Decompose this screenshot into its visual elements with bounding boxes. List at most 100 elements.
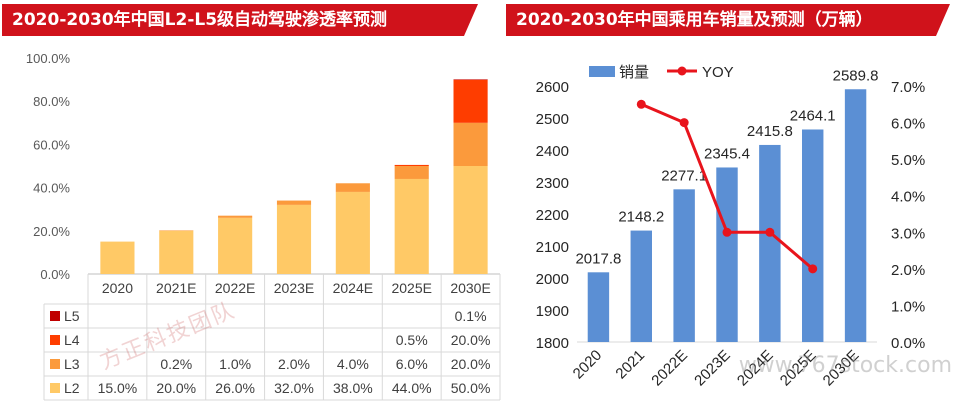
table-cell: 6.0% [396, 356, 428, 372]
bar-data-label: 2589.8 [833, 67, 879, 84]
y2-tick-label: 7.0% [891, 79, 925, 96]
sales-bar [759, 144, 781, 342]
bar-segment-l2 [394, 178, 429, 274]
y-tick-label: 20.0% [33, 224, 70, 239]
yoy-point [808, 264, 818, 274]
bar-segment-l4 [453, 79, 488, 123]
legend-swatch-l5 [50, 311, 60, 321]
y-tick-label: 2300 [536, 175, 569, 192]
y2-tick-label: 5.0% [891, 152, 925, 169]
bar-segment-l2 [100, 241, 135, 274]
sales-bar [587, 272, 610, 342]
watermark-right: www.767stock.com [738, 353, 952, 378]
y-tick-label: 2500 [536, 111, 569, 128]
bar-segment-l4 [394, 164, 429, 166]
legend-marker-yoy [677, 66, 687, 76]
table-cell: 4.0% [337, 356, 369, 372]
sales-bar [716, 167, 738, 342]
legend-swatch-l4 [50, 335, 60, 345]
table-cell: 2.0% [278, 356, 310, 372]
y-tick-label: 2600 [536, 79, 569, 96]
bar-segment-l2 [276, 204, 312, 274]
sales-bar [844, 89, 867, 342]
left-stacked-bar-chart: 0.0% 20.0% 40.0% 60.0% 80.0% 100.0% 2020 2021E 2… [26, 51, 501, 401]
sales-bar [802, 129, 824, 342]
x-tick-label: 2030E [450, 280, 490, 296]
table-cell: 50.0% [451, 380, 491, 396]
bar-data-label: 2345.4 [704, 145, 750, 162]
y-tick-label: 2000 [536, 271, 569, 288]
x-tick-label: 2023E [691, 347, 734, 390]
bar-segment-l5 [453, 79, 488, 80]
table-cell: 20.0% [156, 380, 196, 396]
y2-tick-label: 1.0% [891, 298, 925, 315]
legend-swatch-sales [589, 66, 615, 77]
bar-data-label: 2277.1 [661, 167, 707, 184]
table-cell: 0.5% [396, 332, 428, 348]
legend-label-l5: L5 [64, 308, 80, 324]
y2-tick-label: 4.0% [891, 189, 925, 206]
legend-label-l3: L3 [64, 356, 80, 372]
sales-bar [630, 230, 652, 342]
x-tick-label: 2020 [102, 280, 133, 296]
x-tick-label: 2020 [570, 347, 606, 383]
legend-swatch-l2 [50, 383, 60, 393]
legend-label-l2: L2 [64, 380, 80, 396]
y-tick-label: 1900 [536, 303, 569, 320]
y2-tick-label: 0.0% [891, 335, 925, 352]
x-tick-label: 2022E [648, 347, 691, 390]
legend-label-yoy: YOY [702, 64, 734, 81]
bar-data-label: 2464.1 [790, 107, 836, 124]
table-cell: 0.1% [455, 308, 487, 324]
x-tick-label: 2021E [156, 280, 196, 296]
bar-segment-l2 [335, 191, 370, 274]
legend-label-l4: L4 [64, 332, 80, 348]
yoy-point [636, 99, 646, 109]
table-cell: 15.0% [98, 380, 138, 396]
x-tick-label: 2023E [274, 280, 314, 296]
table-cell: 20.0% [451, 356, 491, 372]
table-cell: 1.0% [219, 356, 251, 372]
x-tick-label: 2024E [333, 280, 373, 296]
bar-segment-l3 [218, 215, 253, 218]
legend-swatch-l3 [50, 359, 60, 369]
bar-segment-l3 [335, 183, 370, 192]
bar-segment-l3 [453, 122, 488, 166]
y-tick-label: 2200 [536, 207, 569, 224]
y-tick-label: 2100 [536, 239, 569, 256]
table-cell: 20.0% [451, 332, 491, 348]
bar-data-label: 2148.2 [618, 209, 664, 226]
bar-segment-l2 [453, 166, 488, 274]
table-cell: 26.0% [215, 380, 255, 396]
y-tick-label: 60.0% [33, 137, 70, 152]
bar-segment-l3 [394, 166, 429, 179]
bar-segment-l2 [159, 230, 194, 274]
table-cell: 38.0% [333, 380, 373, 396]
yoy-point [765, 227, 775, 237]
y2-tick-label: 6.0% [891, 116, 925, 133]
x-tick-label: 2022E [215, 280, 255, 296]
y2-tick-label: 2.0% [891, 262, 925, 279]
right-chart-title: 2020-2030年中国乘用车销量及预测（万辆） [506, 4, 950, 36]
y-tick-label: 0.0% [40, 267, 70, 282]
x-tick-label: 2025E [391, 280, 431, 296]
bar-segment-l2 [218, 217, 253, 274]
y-tick-label: 80.0% [33, 94, 70, 109]
y-tick-label: 40.0% [33, 181, 70, 196]
y-tick-label: 100.0% [26, 51, 71, 66]
table-cell: 0.2% [160, 356, 192, 372]
left-chart-title: 2020-2030年中国L2-L5级自动驾驶渗透率预测 [2, 4, 478, 36]
table-cell: 44.0% [392, 380, 432, 396]
y-tick-label: 2400 [536, 143, 569, 160]
yoy-point [679, 118, 689, 128]
bar-segment-l3 [276, 200, 312, 205]
yoy-point [722, 227, 732, 237]
right-bar-line-chart: 1800 1900 2000 2100 2200 2300 2400 2500 2600 0.0%… [536, 64, 926, 390]
bar-segment-l3 [159, 230, 194, 231]
bar-data-label: 2415.8 [747, 123, 793, 140]
y-tick-label: 1800 [536, 335, 569, 352]
sales-bar [673, 189, 695, 342]
table-cell: 32.0% [274, 380, 314, 396]
bar-data-label: 2017.8 [575, 250, 621, 267]
x-tick-label: 2021 [612, 347, 648, 383]
